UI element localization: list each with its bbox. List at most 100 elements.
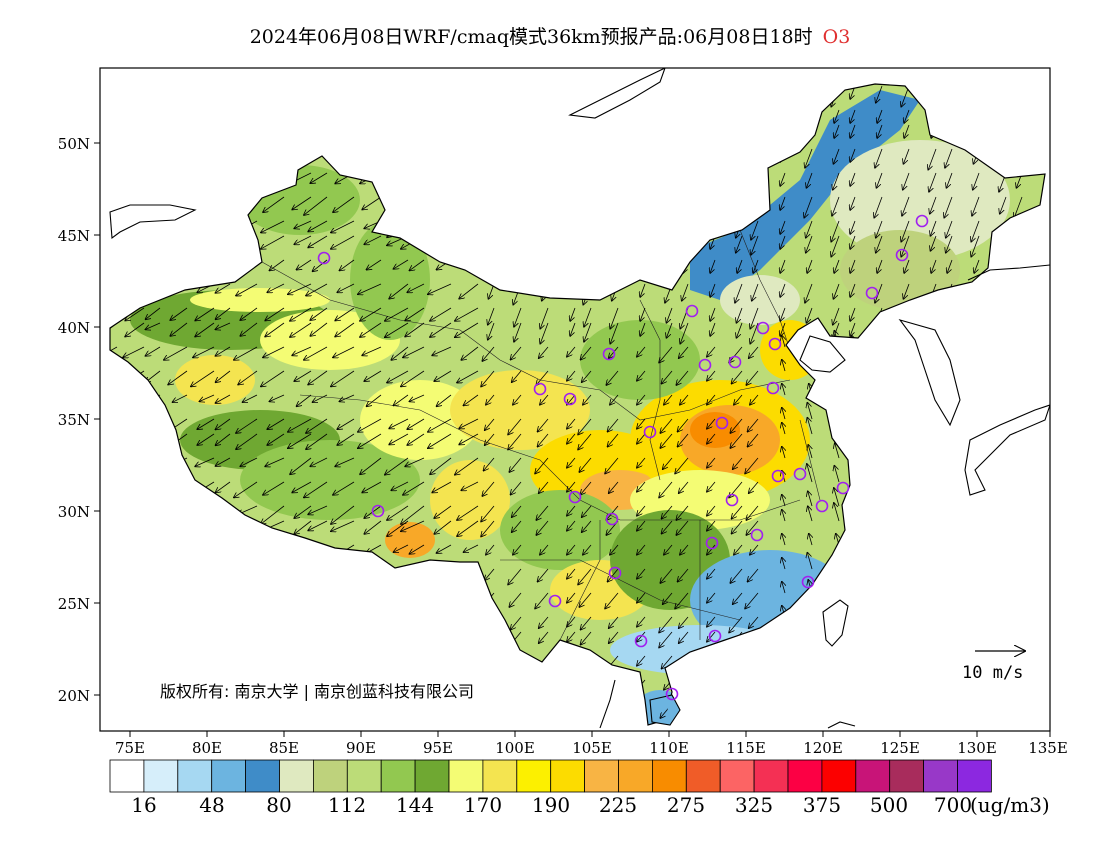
wind-arrow xyxy=(288,283,312,294)
wind-arrow xyxy=(606,370,619,385)
legend-label-275: 275 xyxy=(666,793,706,817)
wind-arrow xyxy=(432,346,452,355)
wind-arrow xyxy=(745,457,759,473)
lat-tick-40: 40N xyxy=(58,319,90,337)
wind-arrow xyxy=(748,433,759,447)
wind-arrow xyxy=(679,631,689,643)
wind-arrow xyxy=(947,259,953,273)
legend-swatch xyxy=(312,759,348,793)
wind-arrow xyxy=(929,172,937,192)
lat-tick-30: 30N xyxy=(58,503,90,521)
wind-arrow xyxy=(579,457,592,472)
wind-arrow xyxy=(488,307,495,325)
wind-arrow xyxy=(540,307,549,329)
wind-arrow xyxy=(331,235,355,249)
wind-arrow xyxy=(434,520,452,534)
wind-arrow xyxy=(637,631,646,642)
wind-arrow xyxy=(877,172,883,188)
wind-arrow xyxy=(707,433,716,444)
wind-arrow xyxy=(267,283,285,292)
wind-arrow xyxy=(290,307,312,321)
wind-arrow xyxy=(434,370,452,381)
wind-arrow xyxy=(292,481,312,492)
wind-arrow xyxy=(834,503,840,522)
wind-arrow xyxy=(290,457,312,474)
wind-arrow xyxy=(538,568,549,582)
city-marker xyxy=(771,469,785,483)
city-marker xyxy=(548,594,562,608)
wind-arrow xyxy=(294,520,312,534)
wind-arrow xyxy=(753,259,759,273)
wind-arrow xyxy=(850,220,856,234)
wind-arrow xyxy=(567,631,576,642)
wind-arrow xyxy=(609,616,619,628)
wind-arrow xyxy=(403,481,425,495)
wind-arrow xyxy=(310,322,328,336)
wind-arrow xyxy=(1000,196,1007,214)
wind-arrow xyxy=(901,235,910,257)
wind-arrow xyxy=(168,370,188,385)
wind-arrow xyxy=(749,481,759,493)
wind-arrow xyxy=(238,370,258,385)
wind-arrow xyxy=(928,148,937,170)
wind-arrow xyxy=(637,418,646,429)
wind-arrow xyxy=(410,544,425,554)
wind-arrow xyxy=(850,235,856,249)
wind-arrow xyxy=(581,631,592,645)
wind-arrow xyxy=(407,418,425,429)
wind-arrow xyxy=(512,520,522,532)
wind-arrow xyxy=(485,433,495,445)
wind-arrow xyxy=(707,592,716,603)
wind-arrow xyxy=(236,418,258,433)
wind-arrow xyxy=(511,481,522,495)
wind-arrow xyxy=(216,418,231,429)
wind-arrow xyxy=(663,457,673,469)
wind-arrow xyxy=(538,433,549,447)
wind-arrow xyxy=(930,196,937,214)
wind-arrow xyxy=(306,418,328,433)
lat-tick-35: 35N xyxy=(58,411,90,429)
wind-arrow xyxy=(710,322,716,336)
wind-arrow xyxy=(584,307,592,327)
wind-arrow xyxy=(581,346,592,360)
wind-arrow xyxy=(808,491,813,507)
lon-tick-120: 120E xyxy=(803,739,843,757)
wind-arrow xyxy=(834,259,840,273)
wind-arrow xyxy=(340,394,355,401)
wind-arrow xyxy=(364,520,382,534)
wind-arrow xyxy=(737,322,743,338)
wind-arrow xyxy=(707,457,716,468)
wind-arrow xyxy=(308,220,328,231)
wind-arrow xyxy=(751,235,759,255)
wind-arrow xyxy=(297,394,312,406)
wind-arrow xyxy=(240,322,258,336)
wind-arrow xyxy=(834,148,840,164)
wind-arrow xyxy=(637,592,646,603)
city-marker xyxy=(725,493,739,507)
wind-arrow xyxy=(567,616,576,627)
wind-arrow xyxy=(387,370,409,383)
wind-arrow xyxy=(236,283,258,296)
wind-arrow xyxy=(707,616,716,627)
wind-arrow xyxy=(707,505,716,516)
copyright-text: 版权所有: 南京大学 | 南京创蓝科技有限公司 xyxy=(160,682,474,701)
city-marker xyxy=(801,575,815,589)
wind-arrow xyxy=(850,283,856,297)
wind-arrow xyxy=(971,235,980,257)
wind-arrow xyxy=(850,307,856,321)
wind-arrow xyxy=(637,370,646,381)
city-marker xyxy=(568,490,582,504)
wind-arrow xyxy=(337,418,355,429)
wind-arrow xyxy=(308,370,328,385)
wind-arrow xyxy=(944,196,953,218)
legend-swatch xyxy=(109,759,145,793)
wind-arrow xyxy=(582,520,592,532)
wind-arrow xyxy=(331,220,355,233)
wind-arrow xyxy=(749,616,759,628)
wind-arrow xyxy=(195,322,215,337)
city-marker xyxy=(605,512,619,526)
wind-arrow xyxy=(680,322,689,344)
wind-arrow xyxy=(310,457,328,466)
map-title: 2024年06月08日WRF/cmaq模式36km预报产品:06月08日18时 O… xyxy=(0,22,1100,49)
wind-arrow xyxy=(335,322,355,337)
